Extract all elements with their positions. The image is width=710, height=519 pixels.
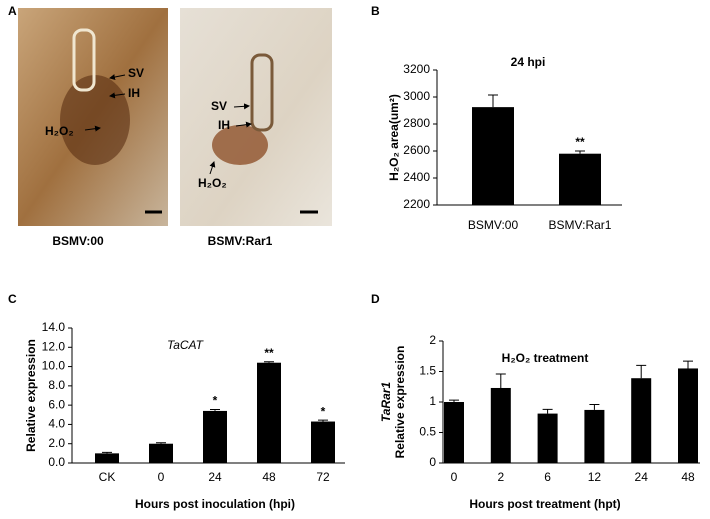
significance: ** xyxy=(264,346,274,360)
error-bar xyxy=(542,408,553,414)
bar xyxy=(472,107,514,205)
error-bar xyxy=(156,442,166,444)
y-tick-label: 8.0 xyxy=(48,378,65,392)
annotation: SV xyxy=(128,66,144,80)
y-axis-label: Relative expression xyxy=(24,339,38,452)
chart-title: TaCAT xyxy=(167,338,205,352)
annotation: IH xyxy=(128,86,140,100)
stain xyxy=(60,75,130,165)
y-tick-label: 0.0 xyxy=(48,455,65,469)
chart-title: 24 hpi xyxy=(511,55,546,69)
y-axis-label: TaRar1 xyxy=(379,382,393,423)
caption: BSMV:00 xyxy=(52,234,104,248)
bar xyxy=(311,421,335,463)
y-tick-label: 6.0 xyxy=(48,397,65,411)
significance: * xyxy=(213,394,218,408)
error-bar xyxy=(575,150,585,154)
x-axis-label: Hours post treatment (hpt) xyxy=(469,497,620,511)
panel-label: B xyxy=(371,4,380,18)
arrow xyxy=(233,103,250,110)
x-tick-label: 0 xyxy=(158,470,165,484)
x-tick-label: 72 xyxy=(316,470,330,484)
bar xyxy=(678,368,698,463)
bar xyxy=(257,362,281,463)
error-bar xyxy=(488,94,498,108)
x-tick-label: CK xyxy=(99,470,116,484)
cell-outline xyxy=(72,28,96,92)
bar xyxy=(584,409,605,463)
x-tick-label: 24 xyxy=(208,470,222,484)
x-axis-label: Hours post inoculation (hpi) xyxy=(135,497,295,511)
y-axis-label: H₂O₂ area(um²) xyxy=(387,94,401,181)
y-tick-label: 2400 xyxy=(403,170,430,184)
bar xyxy=(631,378,652,463)
y-tick-label: 2800 xyxy=(403,116,430,130)
y-tick-label: 1 xyxy=(429,394,436,408)
bar xyxy=(95,453,119,463)
x-tick-label: 48 xyxy=(262,470,276,484)
error-bar xyxy=(102,451,112,454)
bar xyxy=(149,443,173,463)
y-tick-label: 12.0 xyxy=(42,339,66,353)
error-bar xyxy=(318,419,328,422)
caption: BSMV:Rar1 xyxy=(208,234,273,248)
arrow xyxy=(84,125,101,132)
annotations: SV IH H₂O₂ SV IH H₂O₂ xyxy=(45,66,252,190)
y-tick-label: 10.0 xyxy=(42,359,66,373)
cell-outline xyxy=(250,53,274,132)
annotation: H₂O₂ xyxy=(198,176,227,190)
error-bar xyxy=(264,361,274,363)
y-tick-label: 4.0 xyxy=(48,417,65,431)
y-tick-label: 3200 xyxy=(403,62,430,76)
stain xyxy=(212,125,268,165)
bar xyxy=(537,413,558,463)
panel-label: A xyxy=(8,4,17,18)
significance: * xyxy=(321,404,326,418)
arrow xyxy=(235,121,252,128)
bar xyxy=(559,153,601,205)
annotation: H₂O₂ xyxy=(45,124,74,138)
y-tick-label: 2200 xyxy=(403,197,430,211)
arrow xyxy=(109,74,126,80)
error-bar xyxy=(589,403,600,410)
arrow xyxy=(209,161,216,175)
chart-title: H₂O₂ treatment xyxy=(502,351,589,365)
error-bar xyxy=(636,364,647,379)
y-tick-label: 14.0 xyxy=(42,320,66,334)
y-tick-label: 3000 xyxy=(403,89,430,103)
x-tick-label: 0 xyxy=(451,470,458,484)
arrow xyxy=(109,92,126,99)
panel-label: D xyxy=(371,292,380,306)
x-tick-label: BSMV:Rar1 xyxy=(549,218,612,232)
annotation: SV xyxy=(211,99,227,113)
panel-label: C xyxy=(8,292,17,306)
y-tick-label: 2600 xyxy=(403,143,430,157)
error-bar xyxy=(683,360,693,369)
bar xyxy=(203,410,227,463)
error-bar xyxy=(495,373,506,388)
y-tick-label: 2.0 xyxy=(48,436,65,450)
y-tick-label: 0 xyxy=(429,455,436,469)
x-tick-label: 6 xyxy=(544,470,551,484)
bar xyxy=(490,387,511,463)
x-tick-label: BSMV:00 xyxy=(468,218,519,232)
error-bar xyxy=(449,399,459,402)
y-tick-label: 2 xyxy=(429,333,436,347)
annotation: IH xyxy=(218,118,230,132)
y-tick-label: 1.5 xyxy=(419,364,436,378)
x-tick-label: 24 xyxy=(635,470,649,484)
bar xyxy=(444,402,464,463)
y-tick-label: 0.5 xyxy=(419,425,436,439)
error-bar xyxy=(210,408,220,411)
significance: ** xyxy=(575,135,585,149)
y-axis-label: Relative expression xyxy=(393,346,407,459)
x-tick-label: 12 xyxy=(588,470,602,484)
x-tick-label: 2 xyxy=(497,470,504,484)
x-tick-label: 48 xyxy=(681,470,695,484)
micrograph xyxy=(180,8,332,226)
